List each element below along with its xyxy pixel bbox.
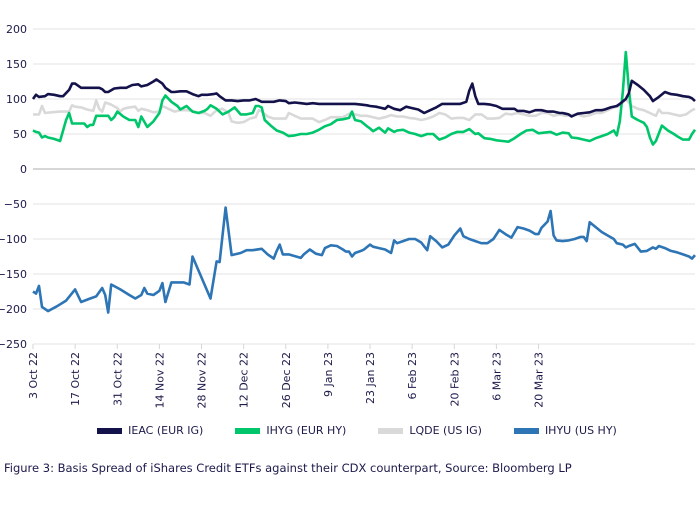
x-tick-label: 26 Dec 22 xyxy=(280,352,293,408)
legend-item-lqde: LQDE (US IG) xyxy=(378,424,482,437)
x-tick-label: 23 Jan 23 xyxy=(364,352,377,404)
y-tick-label: 200 xyxy=(6,23,27,36)
legend: IEAC (EUR IG) IHYG (EUR HY) LQDE (US IG)… xyxy=(0,424,700,437)
y-tick-label: 100 xyxy=(6,93,27,106)
y-axis: 200 150 100 50 0 −50 −100 −150 −200 −250 xyxy=(0,23,27,351)
legend-item-ieac: IEAC (EUR IG) xyxy=(97,424,203,437)
x-tick-label: 9 Jan 23 xyxy=(322,352,335,397)
legend-swatch-icon xyxy=(235,427,261,434)
x-axis: 3 Oct 22 17 Oct 22 31 Oct 22 14 Nov 22 28 No… xyxy=(27,344,546,408)
y-tick-label: 0 xyxy=(20,163,27,176)
series-lines xyxy=(31,50,697,314)
legend-swatch-icon xyxy=(97,427,123,434)
y-tick-label: 150 xyxy=(6,58,27,71)
legend-label: IHYU (US HY) xyxy=(544,424,617,437)
legend-item-ihyu: IHYU (US HY) xyxy=(513,424,617,437)
x-tick-label: 20 Feb 23 xyxy=(448,352,461,406)
legend-swatch-icon xyxy=(513,427,539,434)
line-chart: 200 150 100 50 0 −50 −100 −150 −200 −250 3 Oct 22… xyxy=(0,23,697,408)
x-tick-label: 17 Oct 22 xyxy=(69,352,82,406)
legend-label: LQDE (US IG) xyxy=(409,424,482,437)
figure-caption: Figure 3: Basis Spread of iShares Credit… xyxy=(4,461,572,475)
x-tick-label: 6 Feb 23 xyxy=(406,352,419,399)
y-tick-label: −50 xyxy=(4,198,27,211)
x-tick-label: 6 Mar 23 xyxy=(490,352,503,401)
legend-label: IEAC (EUR IG) xyxy=(128,424,204,437)
legend-label: IHYG (EUR HY) xyxy=(266,424,347,437)
x-tick-label: 3 Oct 22 xyxy=(27,352,40,399)
y-tick-label: −150 xyxy=(0,268,27,281)
x-tick-label: 20 Mar 23 xyxy=(533,352,546,408)
y-tick-label: −200 xyxy=(0,303,27,316)
legend-swatch-icon xyxy=(378,427,404,434)
legend-item-ihyg: IHYG (EUR HY) xyxy=(235,424,346,437)
y-tick-label: −100 xyxy=(0,233,27,246)
x-tick-label: 14 Nov 22 xyxy=(153,352,166,408)
y-tick-label: 50 xyxy=(13,128,27,141)
x-tick-label: 28 Nov 22 xyxy=(196,352,209,408)
y-tick-label: −250 xyxy=(0,338,27,351)
x-tick-label: 12 Dec 22 xyxy=(238,352,251,408)
series-line-ihyg xyxy=(32,50,697,146)
series-line-ieac xyxy=(31,78,696,118)
series-line-ihyu xyxy=(32,206,696,314)
x-tick-label: 31 Oct 22 xyxy=(111,352,124,406)
gridlines xyxy=(33,28,695,345)
